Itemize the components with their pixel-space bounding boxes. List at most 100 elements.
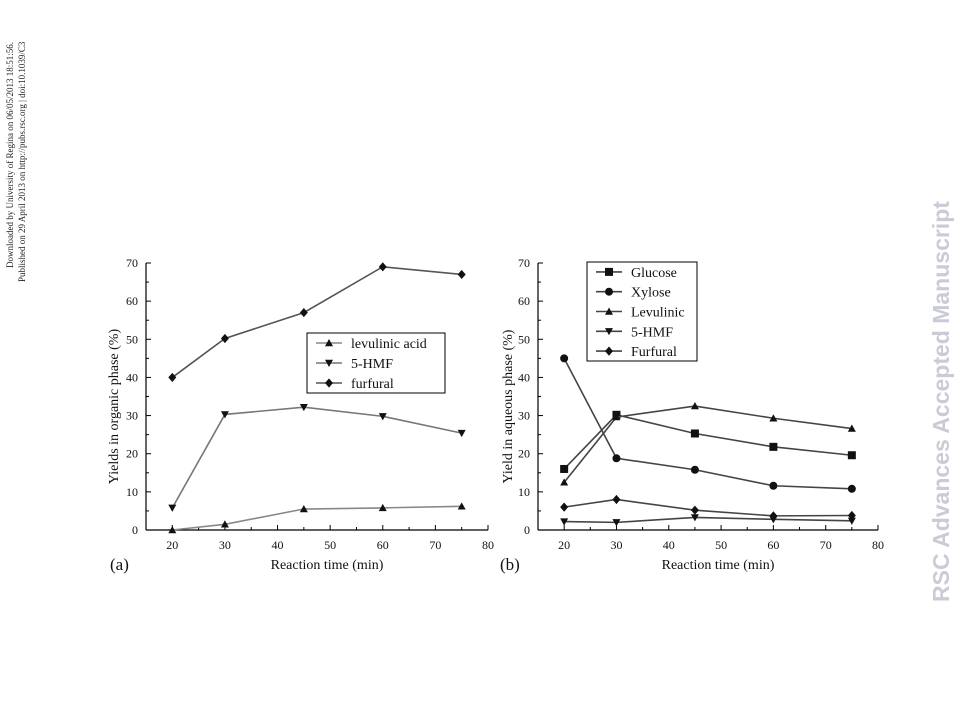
legend-label: Furfural [631, 345, 677, 360]
y-tick-label: 70 [518, 256, 530, 270]
y-tick-label: 0 [132, 523, 138, 537]
data-point [220, 520, 229, 528]
data-point [769, 481, 778, 490]
x-tick-label: 60 [767, 538, 779, 552]
legend-label: 5-HMF [631, 325, 673, 340]
x-tick-label: 70 [429, 538, 441, 552]
data-point [299, 505, 308, 513]
x-tick-label: 50 [715, 538, 727, 552]
data-point [690, 505, 699, 515]
y-tick-label: 50 [518, 332, 530, 346]
data-point [847, 517, 856, 525]
chart-panel-a: 0 10 20 30 40 50 60 70 20 30 40 50 60 70 80 Reaction ti… [107, 256, 494, 574]
download-notice: Downloaded by University of Regina on 06… [2, 0, 34, 290]
data-point [612, 454, 621, 463]
journal-watermark: RSC Advances Accepted Manuscript [920, 130, 960, 610]
legend-label: Levulinic [631, 306, 685, 321]
series-line [564, 516, 852, 524]
data-point [769, 442, 778, 451]
legend-label: levulinic acid [351, 337, 427, 352]
series-line [564, 498, 852, 517]
data-point [612, 494, 621, 505]
series-line [172, 505, 462, 531]
data-point [612, 413, 621, 421]
data-point [847, 424, 856, 432]
y-tick-label: 0 [524, 523, 530, 537]
data-point [220, 333, 229, 344]
data-point [560, 478, 569, 486]
data-point [168, 372, 177, 383]
data-point [560, 464, 569, 473]
y-tick-label: 20 [518, 447, 530, 461]
y-tick-label: 40 [126, 370, 138, 384]
y-tick-label: 10 [518, 485, 530, 499]
x-tick-label: 40 [272, 538, 284, 552]
watermark-text: RSC Advances Accepted Manuscript [928, 201, 954, 602]
y-axis-title: Yields in organic phase (%) [107, 329, 122, 485]
download-notice-svg: Downloaded by University of Regina on 06… [5, 41, 27, 282]
data-point [457, 502, 466, 510]
x-axis-title: Reaction time (min) [662, 558, 775, 573]
series-furfural [560, 494, 856, 521]
y-tick-label: 50 [126, 332, 138, 346]
x-tick-label: 80 [872, 538, 884, 552]
data-point [769, 511, 778, 521]
download-notice-line1: Downloaded by University of Regina on 06… [5, 42, 15, 268]
data-point [612, 519, 621, 527]
x-tick-label: 50 [324, 538, 336, 552]
y-tick-label: 60 [518, 294, 530, 308]
series-glucose [560, 410, 856, 473]
y-tick-label: 30 [126, 409, 138, 423]
data-point [168, 504, 177, 512]
y-tick-label: 10 [126, 485, 138, 499]
legend-label: Xylose [631, 286, 671, 301]
series-furfural [168, 262, 466, 383]
x-tick-label: 20 [166, 538, 178, 552]
legend-label: Glucose [631, 266, 677, 281]
legend: levulinic acid 5-HMF furfural [306, 332, 446, 394]
data-point [220, 411, 229, 419]
legend: Glucose Xylose Levulinic 5-HMF Furfural [586, 261, 698, 362]
y-tick-label: 30 [518, 409, 530, 423]
data-point [168, 526, 177, 534]
series-levulinic-acid [168, 502, 466, 534]
data-point [299, 307, 308, 318]
data-point [378, 262, 387, 272]
y-tick-label: 20 [126, 447, 138, 461]
legend-marker [605, 307, 613, 315]
panel-label: (a) [110, 555, 129, 574]
x-tick-label: 70 [820, 538, 832, 552]
data-point [690, 514, 699, 522]
series-xylose [560, 354, 856, 493]
x-tick-label: 80 [482, 538, 494, 552]
legend-marker [605, 346, 613, 356]
data-point [560, 502, 569, 512]
data-point [378, 413, 387, 421]
data-point [847, 451, 856, 460]
data-point [560, 354, 569, 363]
legend-marker [605, 328, 613, 336]
y-tick-label: 40 [518, 370, 530, 384]
x-tick-label: 30 [610, 538, 622, 552]
data-point [457, 429, 466, 438]
series-line [563, 405, 852, 483]
x-axis-title: Reaction time (min) [271, 558, 384, 573]
data-point [690, 429, 699, 438]
series-levulinic [560, 402, 856, 486]
y-tick-label: 60 [126, 294, 138, 308]
data-point [560, 518, 569, 526]
x-tick-label: 60 [377, 538, 389, 552]
data-point [847, 484, 856, 493]
data-point [378, 503, 387, 512]
x-tick-label: 30 [219, 538, 231, 552]
download-notice-line2: Published on 29 April 2013 on http://pub… [17, 41, 27, 282]
data-point [847, 510, 856, 521]
journal-watermark-svg: RSC Advances Accepted Manuscript [928, 201, 954, 602]
x-tick-label: 40 [663, 538, 675, 552]
data-point [457, 269, 466, 280]
legend-marker [325, 359, 333, 367]
legend-marker [605, 287, 613, 296]
data-point [690, 465, 699, 474]
data-point [299, 403, 308, 412]
y-axis-title: Yield in aqueous phase (%) [501, 329, 516, 483]
